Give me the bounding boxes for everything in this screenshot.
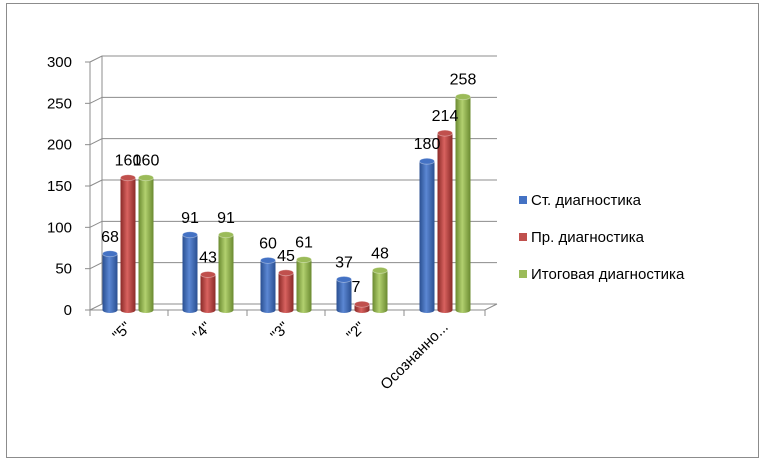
bar: [455, 93, 471, 313]
data-label: 91: [181, 210, 199, 227]
bar: [278, 269, 294, 313]
y-tick-label: 200: [47, 137, 72, 154]
x-tick-label: "5": [109, 319, 134, 344]
legend-swatch: [519, 196, 527, 204]
legend-swatch: [519, 270, 527, 278]
gridline: [89, 96, 497, 104]
bar: [182, 231, 198, 313]
bar: [102, 250, 118, 313]
x-tick-label: "4": [189, 319, 214, 344]
bar: [260, 256, 276, 313]
data-label: 91: [217, 210, 235, 227]
bars: [102, 93, 471, 313]
bar: [296, 256, 312, 313]
legend-label: Итоговая диагностика: [531, 266, 685, 283]
bar: [437, 129, 453, 313]
y-tick-label: 50: [55, 261, 72, 278]
bar: [354, 300, 370, 313]
data-label: 68: [101, 229, 119, 246]
y-tick-label: 250: [47, 95, 72, 112]
x-tick-label: "2": [343, 319, 368, 344]
bar: [218, 231, 234, 313]
bar: [200, 271, 216, 313]
data-label: 180: [414, 136, 441, 153]
data-label: 214: [432, 108, 459, 125]
data-label: 60: [259, 235, 277, 252]
bar: [138, 174, 154, 313]
x-tick-label: Осознанно...: [377, 319, 452, 394]
x-tick-label: "3": [267, 319, 292, 344]
y-tick-label: 300: [47, 54, 72, 71]
legend-label: Ст. диагностика: [531, 192, 642, 209]
data-label: 7: [352, 279, 361, 296]
y-tick-label: 0: [64, 302, 72, 319]
data-label: 48: [371, 245, 389, 262]
y-tick-label: 100: [47, 219, 72, 236]
bar: [336, 276, 352, 313]
legend: Ст. диагностика Пр. диагностика Итоговая д…: [519, 192, 685, 283]
data-label: 43: [199, 249, 217, 266]
legend-label: Пр. диагностика: [531, 229, 645, 246]
data-labels: 68 91 60 37 180 160 43 45 7 214 160 91 61 48 258: [101, 72, 476, 296]
bar: [372, 266, 388, 313]
y-tick-label: 150: [47, 178, 72, 195]
data-label: 160: [133, 153, 160, 170]
data-label: 160: [115, 153, 142, 170]
bar: [419, 157, 435, 313]
data-label: 61: [295, 235, 313, 252]
data-label: 37: [335, 254, 353, 271]
gridline: [89, 55, 497, 63]
data-label: 258: [450, 72, 477, 89]
data-label: 45: [277, 248, 295, 265]
legend-swatch: [519, 233, 527, 241]
bar: [120, 174, 136, 313]
